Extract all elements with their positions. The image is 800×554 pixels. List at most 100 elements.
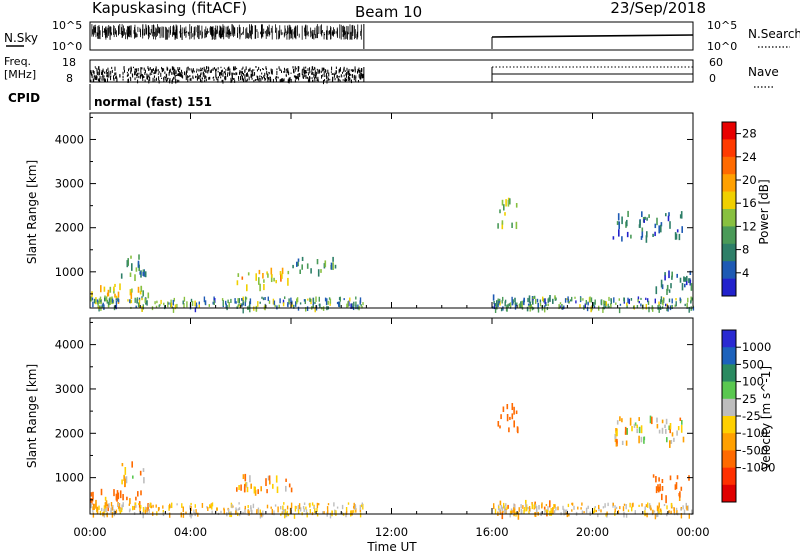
- freq-mark: [132, 73, 134, 78]
- freq-mark: [161, 66, 163, 70]
- range-gate-cell: [530, 304, 532, 309]
- freq-mark: [335, 66, 337, 69]
- freq-mark: [241, 71, 243, 75]
- colorbar-tick-label: 100: [742, 375, 764, 389]
- ground-scatter-cell: [691, 509, 693, 515]
- ground-scatter-cell: [225, 300, 227, 305]
- ground-scatter-cell: [586, 306, 589, 312]
- freq-mark: [315, 76, 317, 80]
- freq-mark: [186, 75, 188, 79]
- freq-trace: [90, 66, 693, 85]
- range-gate-cell: [130, 292, 133, 300]
- freq-mark: [105, 79, 107, 83]
- freq-mark: [191, 70, 193, 73]
- freq-mark: [285, 74, 287, 77]
- freq-tick-low: 8: [66, 72, 73, 85]
- ground-scatter-cell: [256, 510, 258, 515]
- freq-mark: [330, 71, 332, 73]
- freq-mark: [204, 79, 206, 82]
- freq-mark: [220, 73, 222, 76]
- freq-mark: [200, 73, 202, 78]
- ground-scatter-cell: [319, 303, 321, 308]
- freq-mark: [244, 69, 246, 73]
- range-gate-cell: [139, 271, 141, 275]
- range-gate-cell: [122, 494, 124, 501]
- ground-scatter-cell: [513, 505, 516, 509]
- ground-scatter-cell: [105, 297, 107, 302]
- ground-scatter-cell: [593, 507, 596, 513]
- freq-mark: [197, 79, 199, 81]
- ground-scatter-cell: [679, 300, 682, 304]
- freq-mark: [357, 79, 359, 83]
- range-gate-cell: [144, 271, 147, 278]
- freq-mark: [166, 73, 168, 78]
- ground-scatter-cell: [568, 300, 570, 304]
- ground-scatter-cell: [640, 297, 642, 300]
- ground-scatter-cell: [266, 504, 269, 509]
- ground-scatter-cell: [658, 502, 660, 508]
- ground-scatter-cell: [155, 504, 157, 508]
- colorbar-tick-label: 12: [742, 219, 757, 233]
- freq-mark: [252, 69, 254, 74]
- ground-scatter-cell: [527, 303, 530, 306]
- range-gate-cell: [134, 274, 136, 282]
- ground-scatter-cell: [623, 503, 626, 506]
- freq-mark: [96, 69, 98, 74]
- freq-mark: [275, 76, 277, 79]
- freq-mark: [144, 72, 146, 75]
- freq-mark: [169, 69, 171, 74]
- freq-mark: [192, 70, 194, 74]
- range-gate-cell: [511, 222, 513, 229]
- ground-scatter-cell: [581, 502, 583, 506]
- ground-scatter-cell: [207, 507, 209, 511]
- ground-scatter-cell: [547, 303, 549, 307]
- range-gate-cell: [627, 210, 629, 218]
- ground-scatter-cell: [685, 503, 687, 507]
- freq-mark: [186, 67, 188, 72]
- range-gate-cell: [109, 286, 112, 293]
- range-gate-cell: [107, 504, 109, 512]
- freq-mark: [288, 71, 290, 76]
- ground-scatter-cell: [532, 298, 534, 301]
- ground-scatter-cell: [280, 513, 282, 516]
- freq-mark: [166, 77, 168, 81]
- ground-scatter-cell: [345, 507, 348, 512]
- range-gate-cell: [658, 225, 660, 234]
- freq-mark: [112, 75, 114, 80]
- freq-mark: [288, 77, 290, 82]
- range-gate-cell: [671, 275, 673, 280]
- freq-mark: [98, 66, 100, 70]
- freq-mark: [277, 76, 279, 79]
- range-gate-cell: [615, 428, 617, 433]
- ground-scatter-cell: [115, 305, 117, 310]
- range-gate-cell: [271, 274, 273, 278]
- ground-scatter-cell: [589, 296, 591, 303]
- ground-scatter-cell: [683, 509, 686, 515]
- ground-scatter-cell: [546, 510, 549, 516]
- freq-mark: [221, 69, 223, 73]
- ground-scatter-cell: [235, 510, 237, 515]
- ground-scatter-cell: [528, 510, 530, 514]
- freq-mark: [327, 77, 329, 81]
- freq-mark: [132, 66, 134, 69]
- colorbar-tick-label: -1000: [742, 461, 775, 475]
- ground-scatter-cell: [362, 302, 364, 306]
- range-gate-cell: [513, 406, 515, 415]
- freq-mark: [204, 74, 206, 78]
- freq-mark: [232, 72, 234, 75]
- ground-scatter-cell: [228, 508, 230, 514]
- range-gate-cell: [506, 404, 509, 410]
- freq-mark: [143, 76, 145, 78]
- ground-scatter-cell: [237, 304, 239, 308]
- ground-scatter-cell: [121, 504, 123, 510]
- ground-scatter-cell: [287, 302, 289, 308]
- ground-scatter-cell: [284, 508, 287, 515]
- freq-mark: [346, 74, 348, 78]
- ground-scatter-cell: [583, 511, 585, 514]
- freq-mark: [281, 78, 283, 83]
- ground-scatter-cell: [531, 502, 533, 505]
- range-gate-cell: [142, 468, 145, 473]
- ground-scatter-cell: [111, 512, 114, 518]
- range-gate-cell: [137, 491, 139, 497]
- freq-mark: [151, 68, 153, 73]
